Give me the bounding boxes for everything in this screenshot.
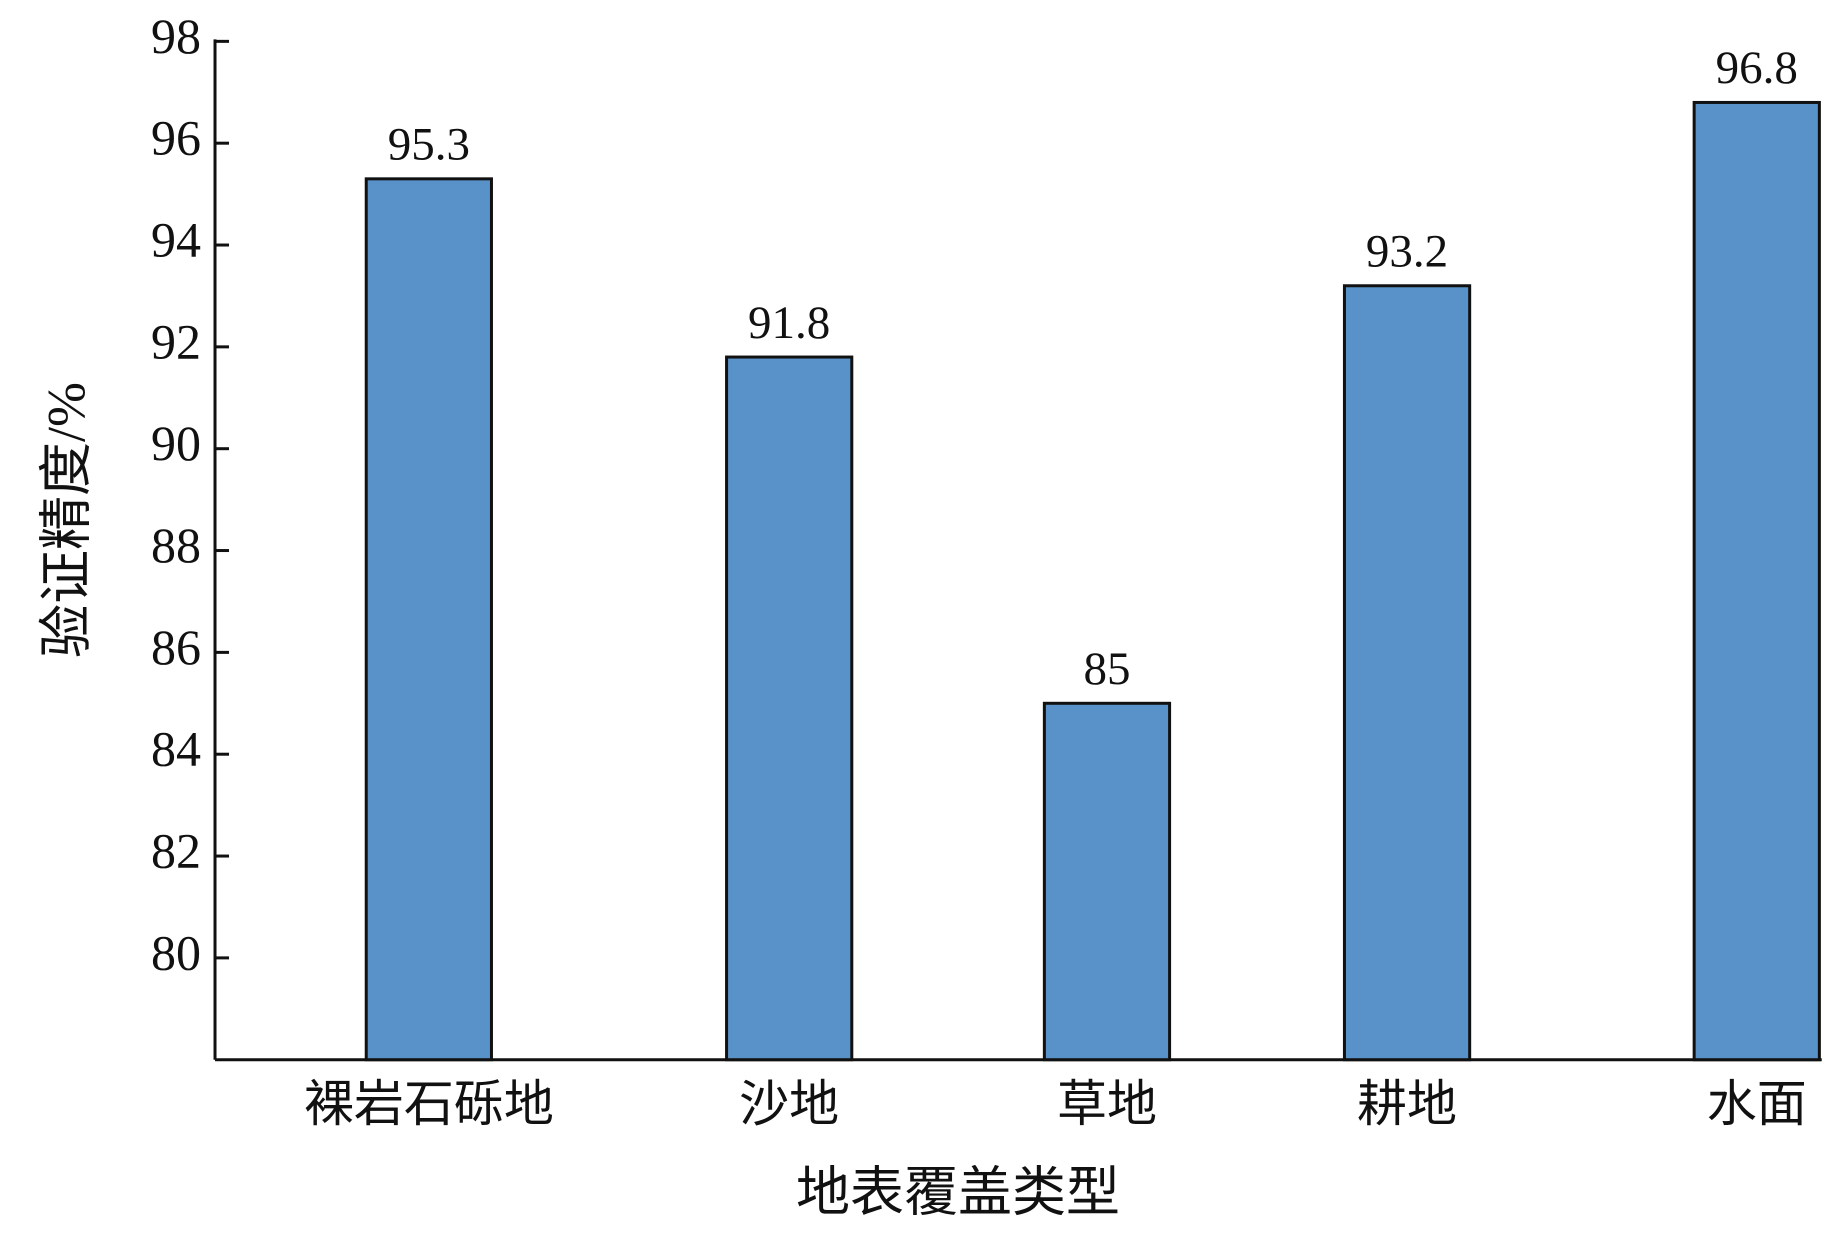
value-label: 96.8 (1716, 42, 1798, 94)
bar (364, 177, 493, 1062)
x-tick-label: 裸岩石砾地 (304, 1076, 554, 1132)
y-axis-title: 验证精度/% (36, 382, 96, 658)
y-tick-label: 94 (151, 211, 201, 267)
value-label: 93.2 (1366, 226, 1448, 278)
x-tick-label: 耕地 (1357, 1076, 1457, 1132)
bar (1042, 701, 1172, 1062)
y-tick-label: 84 (151, 721, 201, 777)
x-tick-label: 沙地 (739, 1076, 839, 1132)
y-tick-label: 90 (151, 415, 201, 471)
x-axis-title: 地表覆盖类型 (796, 1162, 1120, 1222)
y-tick-label: 88 (151, 517, 201, 573)
y-tick-label: 82 (151, 823, 201, 879)
bar (1342, 284, 1472, 1062)
bar (725, 355, 854, 1062)
y-tick-label: 96 (151, 110, 201, 166)
y-tick-label: 98 (151, 8, 201, 64)
value-label: 85 (1083, 643, 1130, 695)
value-label: 91.8 (748, 297, 830, 349)
bar (1692, 100, 1821, 1062)
x-tick-label: 草地 (1057, 1076, 1157, 1132)
y-tick-label: 80 (151, 924, 201, 980)
value-label: 95.3 (388, 119, 470, 171)
y-tick-label: 86 (151, 619, 201, 675)
y-tick-label: 92 (151, 313, 201, 369)
x-tick-label: 水面 (1707, 1076, 1807, 1132)
